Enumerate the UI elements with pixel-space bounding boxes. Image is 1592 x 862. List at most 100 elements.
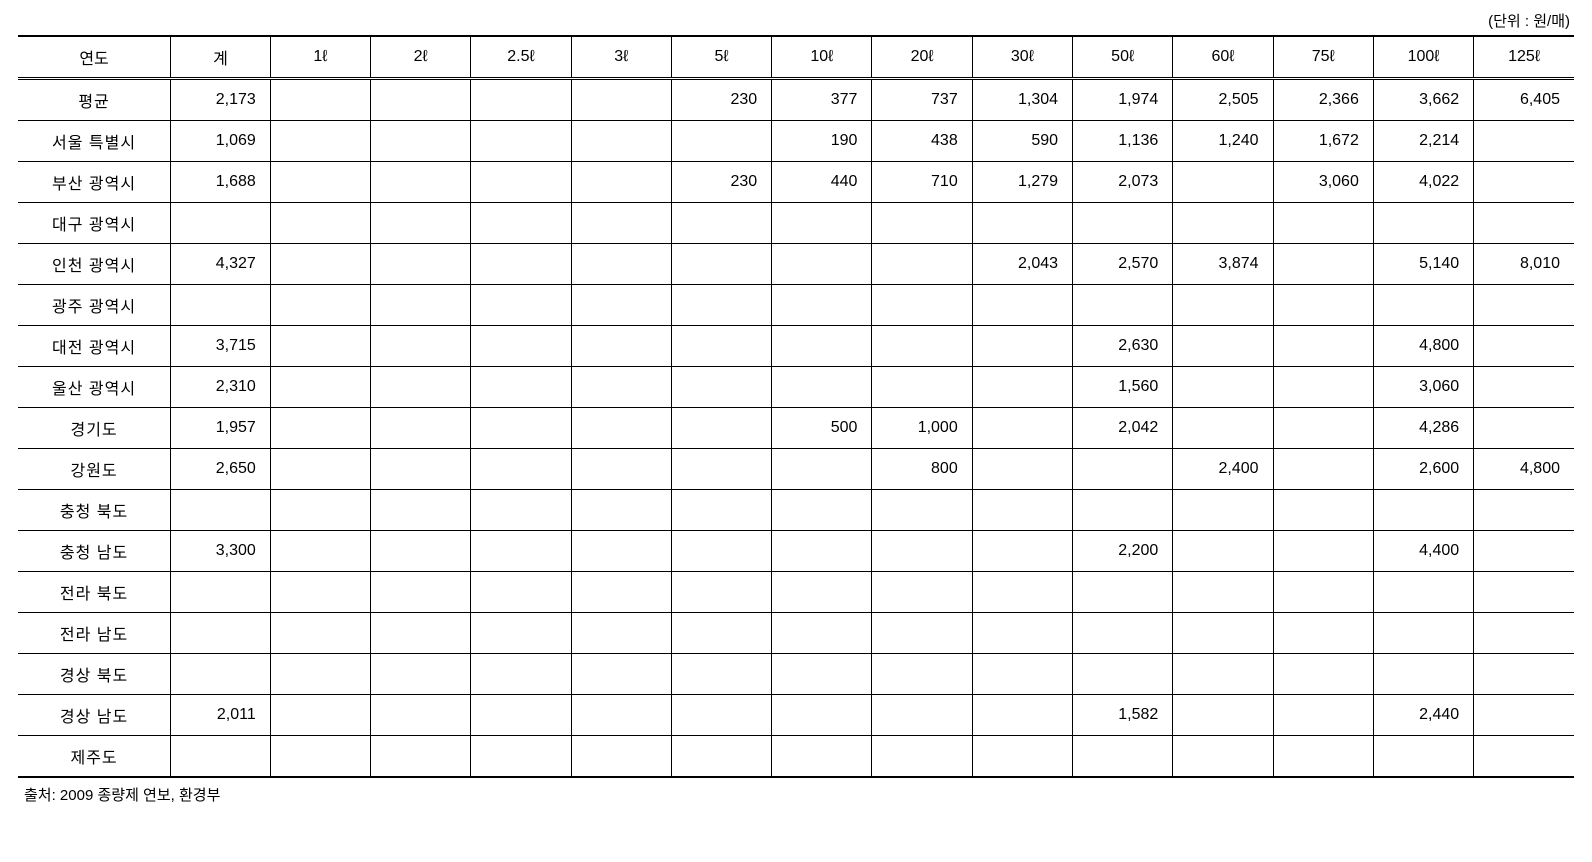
data-table: 연도계1ℓ2ℓ2.5ℓ3ℓ5ℓ10ℓ20ℓ30ℓ50ℓ60ℓ75ℓ100ℓ125…	[18, 35, 1574, 778]
value-cell	[571, 367, 671, 408]
value-cell: 1,240	[1173, 121, 1273, 162]
value-cell	[671, 203, 771, 244]
column-header: 2ℓ	[371, 36, 471, 79]
value-cell	[671, 572, 771, 613]
value-cell	[371, 531, 471, 572]
value-cell	[571, 79, 671, 121]
value-cell	[270, 285, 370, 326]
value-cell: 1,974	[1073, 79, 1173, 121]
value-cell	[671, 326, 771, 367]
value-cell: 2,043	[972, 244, 1072, 285]
value-cell	[872, 367, 972, 408]
value-cell	[1373, 654, 1473, 695]
value-cell	[1474, 613, 1574, 654]
value-cell	[471, 613, 571, 654]
value-cell: 2,310	[171, 367, 271, 408]
value-cell	[872, 572, 972, 613]
value-cell: 3,060	[1373, 367, 1473, 408]
value-cell: 590	[972, 121, 1072, 162]
value-cell	[571, 736, 671, 778]
value-cell	[371, 244, 471, 285]
value-cell: 2,650	[171, 449, 271, 490]
value-cell	[1173, 695, 1273, 736]
value-cell	[1273, 736, 1373, 778]
value-cell	[371, 162, 471, 203]
value-cell	[171, 654, 271, 695]
value-cell	[270, 408, 370, 449]
value-cell	[772, 531, 872, 572]
value-cell: 2,173	[171, 79, 271, 121]
value-cell	[1173, 490, 1273, 531]
value-cell: 1,136	[1073, 121, 1173, 162]
value-cell	[270, 654, 370, 695]
value-cell: 1,672	[1273, 121, 1373, 162]
value-cell	[1474, 326, 1574, 367]
value-cell	[972, 367, 1072, 408]
value-cell	[571, 572, 671, 613]
region-cell: 경상 북도	[18, 654, 171, 695]
value-cell	[171, 490, 271, 531]
value-cell: 737	[872, 79, 972, 121]
value-cell	[772, 572, 872, 613]
value-cell	[972, 326, 1072, 367]
value-cell	[371, 203, 471, 244]
table-header: 연도계1ℓ2ℓ2.5ℓ3ℓ5ℓ10ℓ20ℓ30ℓ50ℓ60ℓ75ℓ100ℓ125…	[18, 36, 1574, 79]
value-cell	[972, 695, 1072, 736]
value-cell: 2,200	[1073, 531, 1173, 572]
value-cell	[1373, 285, 1473, 326]
value-cell	[1073, 203, 1173, 244]
value-cell	[772, 490, 872, 531]
value-cell	[1474, 736, 1574, 778]
value-cell: 1,957	[171, 408, 271, 449]
region-cell: 강원도	[18, 449, 171, 490]
column-header: 50ℓ	[1073, 36, 1173, 79]
table-row: 경기도1,9575001,0002,0424,286	[18, 408, 1574, 449]
value-cell	[471, 285, 571, 326]
table-row: 제주도	[18, 736, 1574, 778]
value-cell: 3,662	[1373, 79, 1473, 121]
value-cell	[1073, 654, 1173, 695]
value-cell	[772, 367, 872, 408]
value-cell	[1373, 736, 1473, 778]
value-cell	[571, 654, 671, 695]
value-cell	[972, 736, 1072, 778]
value-cell: 4,286	[1373, 408, 1473, 449]
value-cell: 6,405	[1474, 79, 1574, 121]
value-cell	[471, 79, 571, 121]
value-cell	[1474, 695, 1574, 736]
table-row: 충청 북도	[18, 490, 1574, 531]
value-cell	[772, 244, 872, 285]
value-cell	[1173, 367, 1273, 408]
value-cell	[1273, 203, 1373, 244]
table-row: 울산 광역시2,3101,5603,060	[18, 367, 1574, 408]
value-cell	[772, 695, 872, 736]
value-cell: 2,042	[1073, 408, 1173, 449]
value-cell	[171, 736, 271, 778]
value-cell: 3,874	[1173, 244, 1273, 285]
value-cell	[270, 449, 370, 490]
value-cell	[270, 531, 370, 572]
region-cell: 인천 광역시	[18, 244, 171, 285]
value-cell	[972, 203, 1072, 244]
table-row: 충청 남도3,3002,2004,400	[18, 531, 1574, 572]
value-cell	[270, 490, 370, 531]
value-cell	[772, 326, 872, 367]
value-cell	[872, 326, 972, 367]
value-cell	[1173, 531, 1273, 572]
table-row: 인천 광역시4,3272,0432,5703,8745,1408,010	[18, 244, 1574, 285]
value-cell	[872, 613, 972, 654]
value-cell	[270, 162, 370, 203]
value-cell	[972, 654, 1072, 695]
value-cell	[471, 531, 571, 572]
value-cell	[1273, 326, 1373, 367]
value-cell	[972, 613, 1072, 654]
table-row: 대전 광역시3,7152,6304,800	[18, 326, 1574, 367]
value-cell: 500	[772, 408, 872, 449]
value-cell	[872, 736, 972, 778]
value-cell: 440	[772, 162, 872, 203]
value-cell	[270, 572, 370, 613]
column-header: 10ℓ	[772, 36, 872, 79]
table-row: 전라 남도	[18, 613, 1574, 654]
value-cell	[171, 285, 271, 326]
source-label: 출처: 2009 종량제 연보, 환경부	[18, 784, 1574, 805]
